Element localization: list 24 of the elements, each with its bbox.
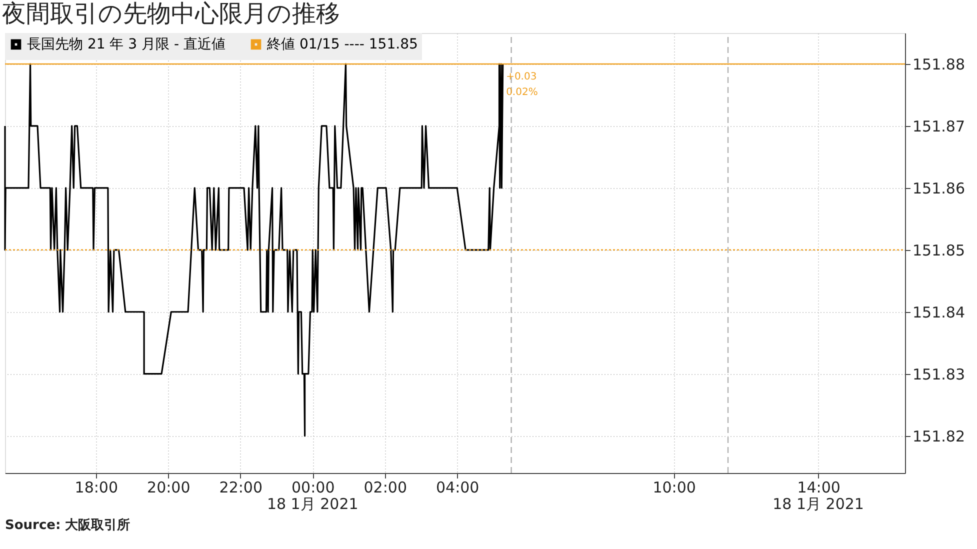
chart-title: 夜間取引の先物中心限月の推移 — [2, 0, 340, 28]
text: 18 1月 2021 — [266, 495, 358, 513]
y-tick-label: 151.85 — [912, 241, 965, 260]
y-tick-label: 151.83 — [912, 365, 965, 384]
y-tick-label: 151.87 — [912, 117, 965, 136]
annotation: +0.03 — [506, 71, 537, 82]
y-tick-label: 151.84 — [912, 303, 965, 322]
x-tick-label: 00:00 — [292, 478, 335, 496]
y-tick-label: 151.82 — [912, 427, 965, 446]
legend-label: 長国先物 21 年 3 月限 - 直近値 — [27, 36, 226, 52]
x-tick-label: 22:00 — [219, 478, 262, 496]
x-tick-label: 10:00 — [652, 478, 696, 496]
legend-label: 終値 01/15 ---- 151.85 — [266, 36, 418, 52]
text: 18 1月 2021 — [772, 495, 864, 513]
x-tick-label: 18:00 — [74, 478, 118, 496]
y-tick-label: 151.88 — [912, 55, 965, 74]
y-tick-label: 151.86 — [912, 179, 965, 198]
line-series — [4, 63, 504, 437]
x-tick-label: 04:00 — [436, 478, 480, 496]
x-tick-label: 02:00 — [364, 478, 407, 496]
annotation: 0.02% — [506, 86, 538, 98]
x-tick-label: 14:00 — [797, 478, 840, 496]
source-note: Source: 大阪取引所 — [5, 517, 130, 533]
x-tick-label: 20:00 — [147, 478, 190, 496]
